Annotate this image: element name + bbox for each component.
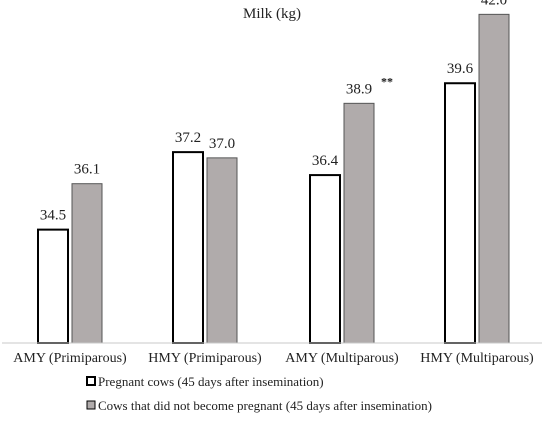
bar-series1-1 — [37, 228, 69, 344]
significance-marker-3: ** — [381, 74, 393, 88]
bar-series1-2 — [172, 151, 204, 344]
bars-layer — [37, 13, 510, 344]
legend-label-1: Pregnant cows (45 days after inseminatio… — [98, 374, 324, 389]
category-label-1: AMY (Primiparous) — [13, 351, 127, 366]
bar-series2-3 — [343, 102, 375, 344]
value-label-series2-4: 42.0 — [481, 0, 507, 8]
bar-series1-3 — [309, 174, 341, 344]
bar-series2-1 — [71, 183, 103, 344]
value-label-series1-3: 36.4 — [312, 153, 339, 169]
category-labels-layer: AMY (Primiparous) HMY (Primiparous) AMY (M… — [13, 351, 534, 366]
category-label-2: HMY (Primiparous) — [148, 351, 262, 366]
value-label-series2-1: 36.1 — [74, 162, 100, 178]
category-label-3: AMY (Multiparous) — [285, 351, 399, 366]
value-label-series2-2: 37.0 — [209, 136, 235, 152]
legend-swatch-1 — [86, 376, 96, 386]
legend-label-2: Cows that did not become pregnant (45 da… — [98, 398, 432, 413]
value-label-series1-1: 34.5 — [40, 208, 66, 224]
legend-swatch-2 — [86, 400, 96, 410]
value-label-series1-4: 39.6 — [447, 61, 474, 77]
legend: Pregnant cows (45 days after inseminatio… — [86, 374, 432, 413]
value-labels-layer: 34.537.236.439.636.137.038.9**42.0* — [40, 0, 507, 224]
bar-series2-4 — [478, 13, 510, 344]
category-label-4: HMY (Multiparous) — [420, 351, 534, 366]
value-label-series1-2: 37.2 — [175, 130, 201, 146]
value-label-series2-3: 38.9 — [346, 81, 372, 97]
bar-series1-4 — [444, 82, 476, 344]
chart-title: Milk (kg) — [243, 6, 301, 22]
bar-series2-2 — [206, 157, 238, 344]
